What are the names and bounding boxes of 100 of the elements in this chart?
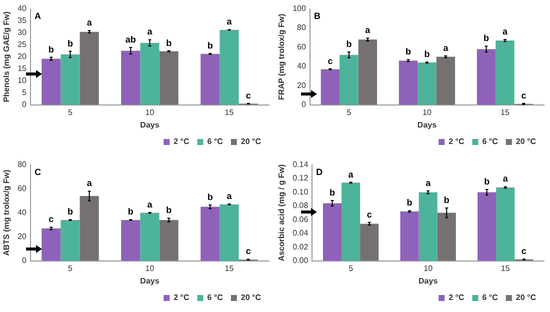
annotation: b xyxy=(166,38,172,48)
bar xyxy=(478,192,496,261)
annotation: b xyxy=(406,198,413,208)
bar xyxy=(400,211,419,261)
annotation: b xyxy=(424,49,430,60)
annotation: a xyxy=(443,42,450,53)
y-axis-title: FRAP (mg trolox/g Fw) xyxy=(277,13,286,100)
annotation: b xyxy=(207,40,214,50)
bar xyxy=(342,182,360,261)
y-tick-label: 0.14 xyxy=(292,160,309,170)
y-tick-label: 5 xyxy=(22,88,28,98)
x-tick-label: 5 xyxy=(68,108,74,117)
x-tick-label: 10 xyxy=(145,264,155,273)
bar xyxy=(80,196,99,261)
bar xyxy=(436,56,456,105)
annotation: a xyxy=(365,25,372,36)
y-tick-label: 15 xyxy=(18,64,28,74)
annotation: a xyxy=(348,169,354,180)
bar xyxy=(42,228,61,261)
x-tick-label: 5 xyxy=(348,264,354,273)
y-tick-label: 10 xyxy=(18,76,28,86)
annotation: c xyxy=(48,214,54,224)
x-axis-title: Days xyxy=(140,120,160,130)
bar xyxy=(140,42,160,105)
annotation: ab xyxy=(125,34,136,44)
x-axis-title: Days xyxy=(140,276,160,286)
x-tick-label: 5 xyxy=(346,108,352,117)
y-tick-label: 20 xyxy=(18,232,28,242)
y-axis-title: Ascorbic acid (mg / g Fw) xyxy=(277,164,286,262)
y-tick-label: 100 xyxy=(292,4,306,14)
x-axis-title: Days xyxy=(417,120,438,130)
annotation: B xyxy=(314,10,321,21)
annotation: b xyxy=(48,44,54,54)
y-tick-label: 0.00 xyxy=(292,256,309,266)
bar xyxy=(140,212,160,261)
y-tick-label: 0.08 xyxy=(292,201,309,210)
annotation: a xyxy=(426,178,432,188)
annotation: a xyxy=(86,18,93,28)
annotation: c xyxy=(366,209,372,220)
annotation: c xyxy=(521,246,526,256)
annotation: c xyxy=(521,90,526,100)
bar xyxy=(60,220,80,261)
y-axis-title: Phenols (mg GAE/g Fw) xyxy=(2,11,12,102)
bar xyxy=(121,50,140,105)
annotation: a xyxy=(502,26,508,37)
legend-label: 20 °C xyxy=(240,137,262,146)
annotation: b xyxy=(406,46,412,57)
bar xyxy=(418,192,438,261)
legend-label: 2 °C xyxy=(174,137,190,146)
bar xyxy=(340,54,358,105)
legend-label: 20 °C xyxy=(240,293,262,302)
x-tick-label: 10 xyxy=(145,108,155,117)
annotation: c xyxy=(328,56,333,66)
annotation: a xyxy=(226,191,233,202)
bar xyxy=(121,220,140,261)
y-tick-label: 40 xyxy=(18,208,28,218)
y-tick-label: 0 xyxy=(22,100,28,110)
bar xyxy=(42,58,61,105)
y-tick-label: 0.02 xyxy=(292,242,309,252)
x-tick-label: 10 xyxy=(422,108,432,117)
y-tick-label: 0 xyxy=(301,100,306,110)
annotation: a xyxy=(86,178,93,188)
annotation: C xyxy=(34,166,42,177)
bar xyxy=(496,40,514,105)
legend-label: 2 °C xyxy=(448,293,464,302)
annotation: b xyxy=(346,38,352,49)
annotation: A xyxy=(34,10,42,21)
bar xyxy=(159,51,178,105)
bar xyxy=(418,62,436,105)
y-tick-label: 0.12 xyxy=(292,174,309,183)
y-tick-label: 80 xyxy=(297,23,306,32)
x-axis-title: Days xyxy=(418,276,438,286)
y-tick-label: 30 xyxy=(18,28,28,38)
y-axis-title: ABTS (mg trolox/g Fw) xyxy=(2,169,12,256)
annotation: b xyxy=(128,206,134,217)
bar xyxy=(360,224,379,261)
bar xyxy=(60,54,80,105)
legend-label: 2 °C xyxy=(174,293,190,302)
annotation: a xyxy=(226,16,233,27)
legend-label: 6 °C xyxy=(482,293,498,302)
y-tick-label: 20 xyxy=(18,52,28,62)
x-tick-label: 15 xyxy=(224,108,234,117)
bar xyxy=(200,54,220,105)
annotation: D xyxy=(316,166,324,177)
annotation: b xyxy=(68,38,74,48)
annotation: b xyxy=(444,194,450,205)
y-tick-label: 60 xyxy=(18,184,28,194)
annotation: b xyxy=(68,206,74,217)
y-tick-label: 0.06 xyxy=(292,214,309,224)
bar xyxy=(220,204,239,261)
legend-label: 2 °C xyxy=(448,137,464,146)
bar xyxy=(476,49,496,105)
y-tick-label: 0.10 xyxy=(292,187,309,196)
bar xyxy=(358,40,378,105)
annotation: c xyxy=(246,90,251,100)
legend-label: 20 °C xyxy=(516,137,536,146)
x-tick-label: 10 xyxy=(424,264,434,273)
x-tick-label: 5 xyxy=(68,264,74,273)
y-tick-label: 25 xyxy=(18,40,28,50)
y-tick-label: 0.04 xyxy=(292,228,309,238)
